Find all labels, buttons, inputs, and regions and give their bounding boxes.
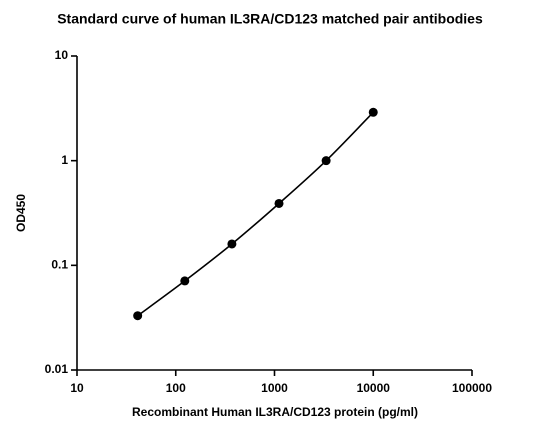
data-point	[133, 311, 143, 321]
x-tick-label: 10	[70, 381, 84, 395]
y-tick-label: 0.01	[45, 362, 69, 376]
y-axis-label: OD450	[14, 194, 28, 232]
y-tick-label: 0.1	[51, 258, 68, 272]
data-point	[368, 107, 378, 117]
y-tick-label: 1	[61, 153, 68, 167]
data-point	[274, 198, 284, 208]
data-point	[227, 239, 237, 249]
y-tick-label: 10	[55, 48, 69, 62]
x-tick-label: 1000	[261, 381, 288, 395]
x-tick-label: 100	[166, 381, 186, 395]
x-tick-label: 100000	[452, 381, 492, 395]
x-axis-label: Recombinant Human IL3RA/CD123 protein (p…	[132, 405, 418, 419]
x-tick-label: 10000	[357, 381, 391, 395]
data-point	[180, 276, 190, 286]
data-point	[321, 156, 331, 166]
chart-title: Standard curve of human IL3RA/CD123 matc…	[57, 11, 483, 27]
fit-curve	[137, 111, 374, 317]
